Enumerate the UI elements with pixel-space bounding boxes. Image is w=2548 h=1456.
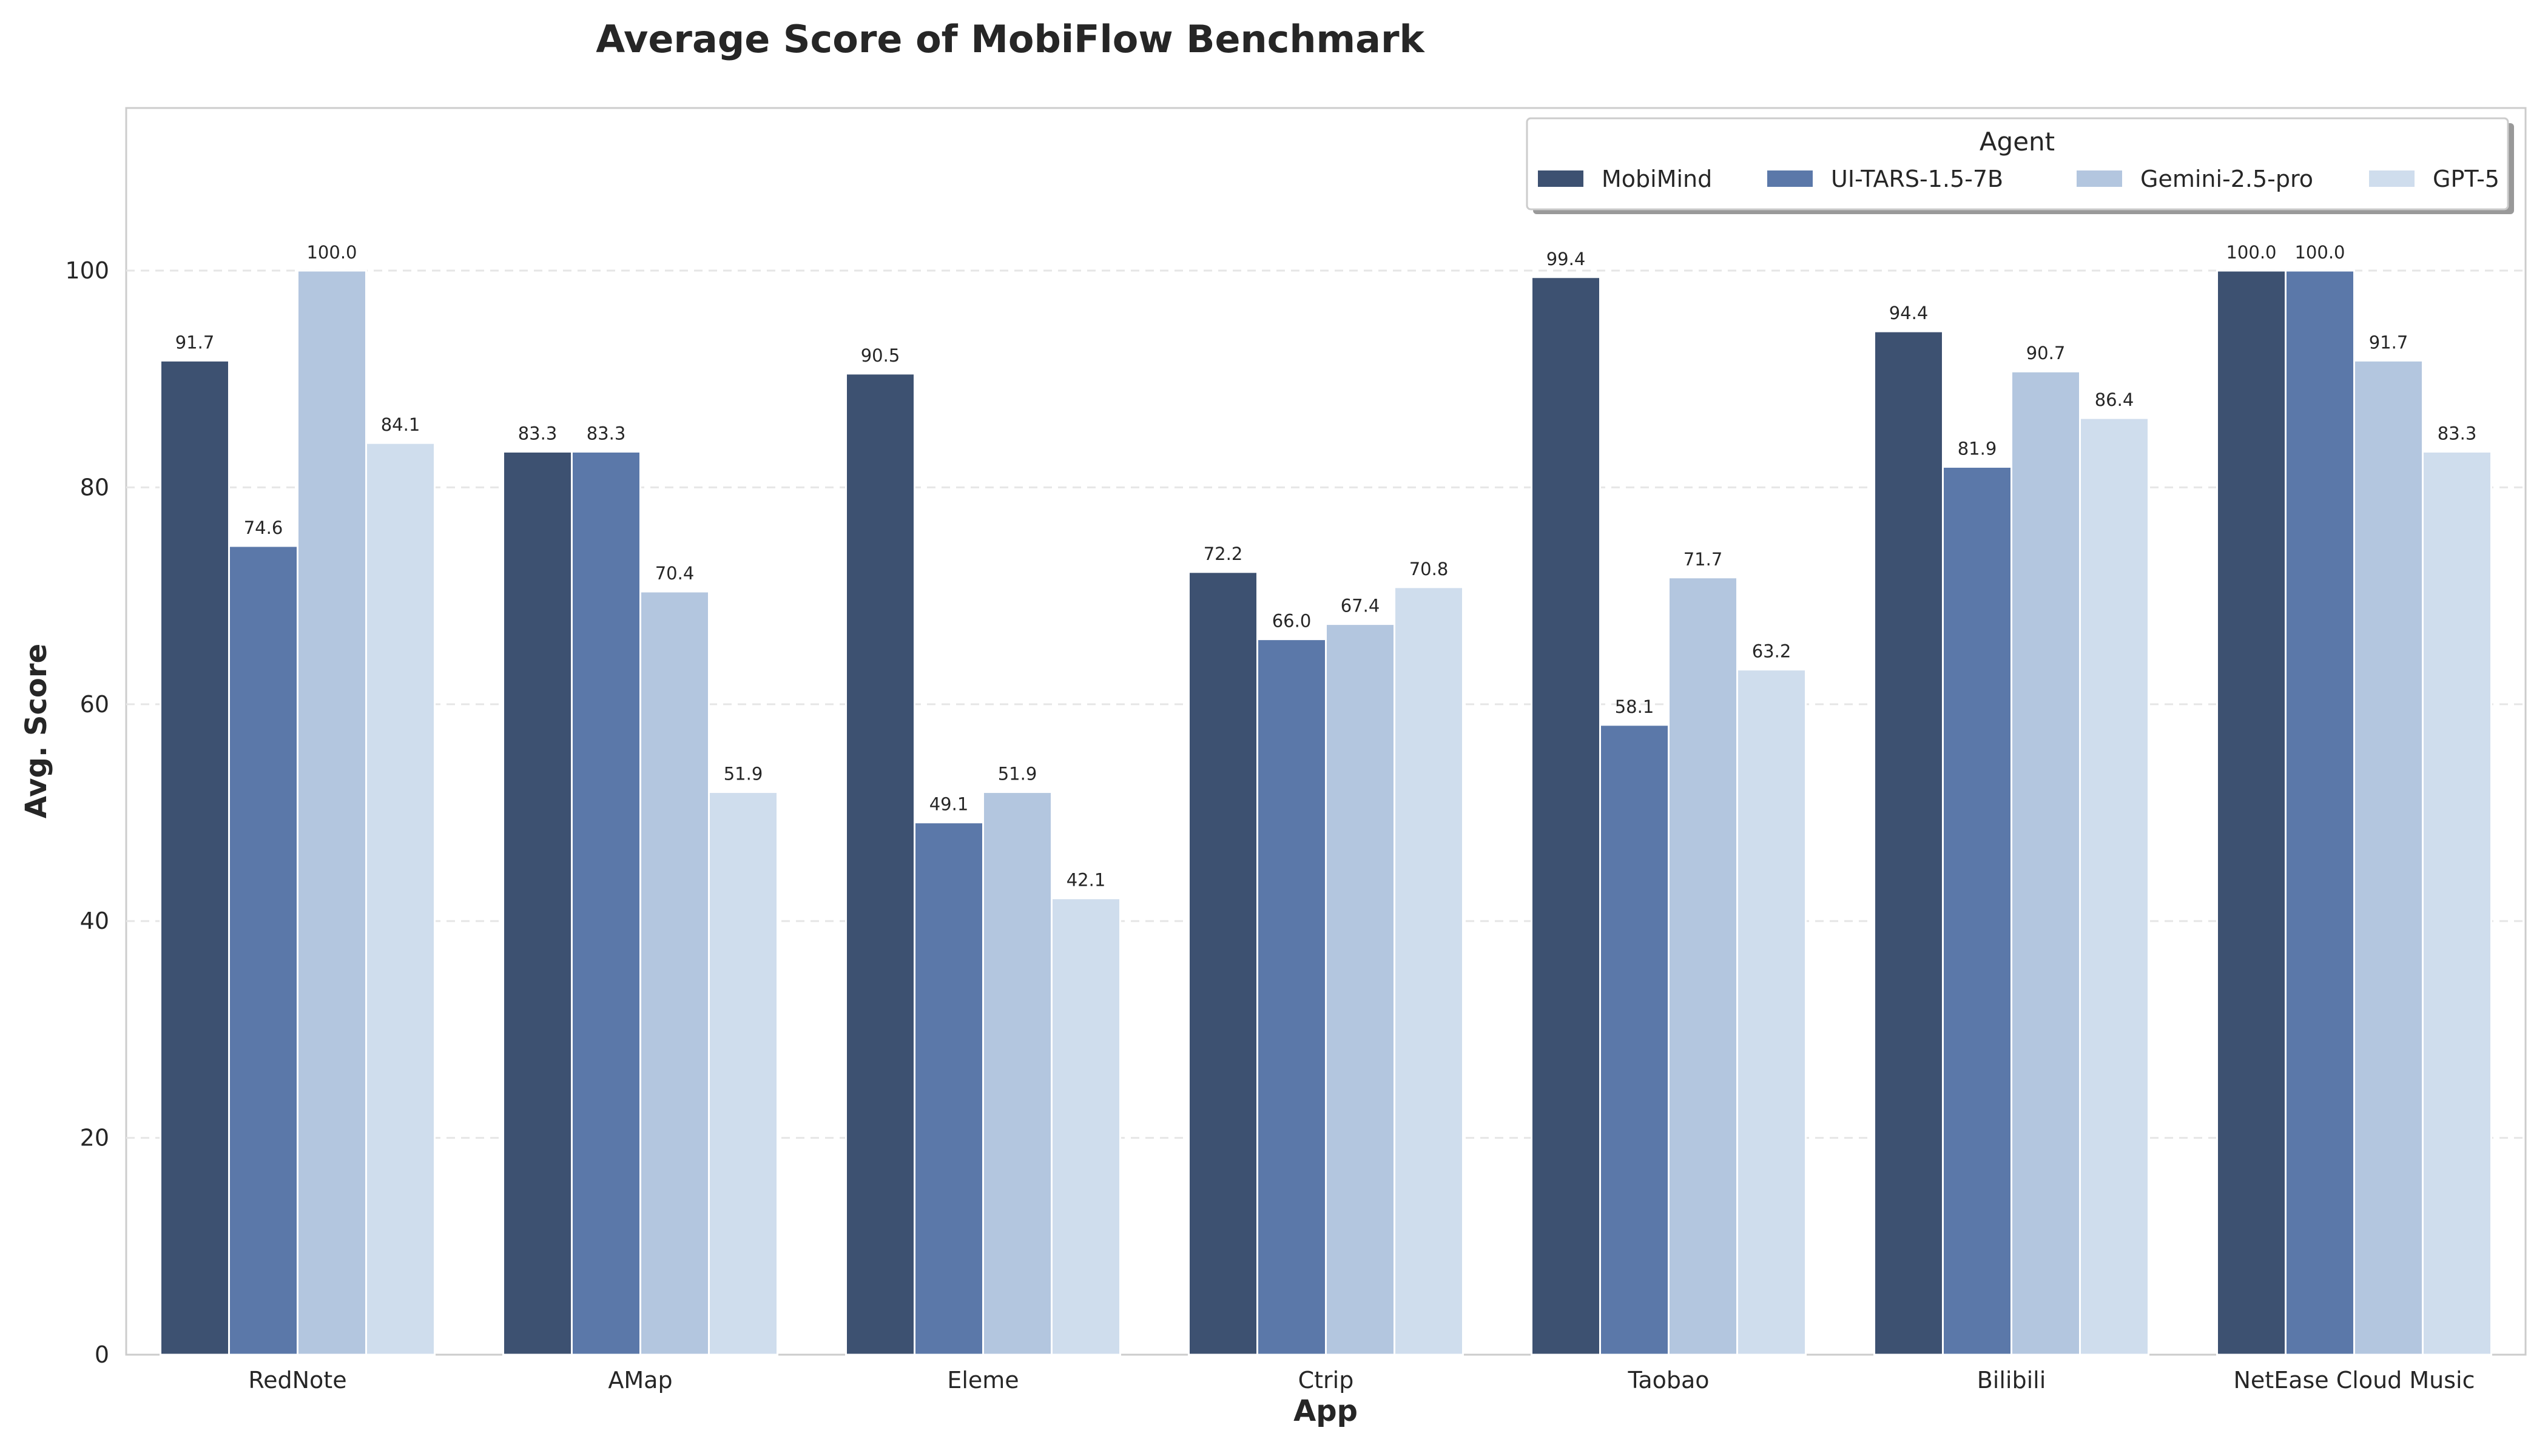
legend: Agent MobiMind UI-TARS-1.5-7B Gemini-2.5-p… xyxy=(1526,117,2514,214)
data-label: 100.0 xyxy=(306,242,357,263)
data-label: 70.4 xyxy=(655,563,695,584)
bar-eleme-mobimind xyxy=(845,372,915,1356)
bar-netease-cloud-music-gpt-5 xyxy=(2422,450,2492,1356)
legend-item-label: GPT-5 xyxy=(2433,166,2499,192)
x-tick-label: NetEase Cloud Music xyxy=(2234,1367,2475,1394)
legend-item-label: Gemini-2.5-pro xyxy=(2140,166,2313,192)
x-tick-label: Ctrip xyxy=(1298,1367,1354,1394)
legend-item-label: UI-TARS-1.5-7B xyxy=(1831,166,2003,192)
y-axis-label: Avg. Score xyxy=(19,644,53,818)
data-label: 91.7 xyxy=(2369,332,2408,352)
data-label: 58.1 xyxy=(1615,696,1654,717)
x-tick-label: RedNote xyxy=(248,1367,346,1394)
data-labels: 91.7 74.6 100.0 84.1 83.3 83.3 70.4 51.9 90.5 49.… xyxy=(175,242,2477,891)
data-label: 83.3 xyxy=(587,423,626,443)
data-label: 100.0 xyxy=(2226,242,2276,263)
data-label: 63.2 xyxy=(1752,641,1791,662)
x-tick-label: AMap xyxy=(608,1367,672,1394)
data-label: 90.7 xyxy=(2026,343,2066,363)
y-axis-ticks: 0 20 40 60 80 100 xyxy=(65,257,109,1368)
data-label: 83.3 xyxy=(518,423,558,443)
data-label: 72.2 xyxy=(1204,544,1243,564)
data-label: 74.6 xyxy=(244,517,283,538)
data-label: 81.9 xyxy=(1958,438,1997,459)
data-label: 84.1 xyxy=(381,414,420,435)
bar-eleme-gemini-2-5-pro xyxy=(982,791,1053,1356)
bar-ctrip-gemini-2-5-pro xyxy=(1325,623,1395,1356)
data-label: 86.4 xyxy=(2095,389,2134,410)
data-label: 51.9 xyxy=(724,764,763,784)
bar-amap-gemini-2-5-pro xyxy=(639,590,710,1356)
y-tick-label-0: 0 xyxy=(95,1341,109,1368)
data-label: 94.4 xyxy=(1889,303,1929,323)
bar-bilibili-mobimind xyxy=(1873,330,1944,1356)
data-label: 91.7 xyxy=(175,332,215,352)
data-label: 100.0 xyxy=(2294,242,2345,263)
bar-netease-cloud-music-ui-tars-1-5-7b xyxy=(2285,269,2355,1356)
bar-amap-gpt-5 xyxy=(708,791,778,1356)
bar-taobao-gpt-5 xyxy=(1736,669,1807,1356)
data-label: 83.3 xyxy=(2438,423,2477,443)
data-label: 66.0 xyxy=(1272,611,1312,632)
bar-amap-mobimind xyxy=(502,450,573,1356)
data-label: 99.4 xyxy=(1546,249,1586,269)
y-tick-label-80: 80 xyxy=(80,474,109,500)
bar-taobao-gemini-2-5-pro xyxy=(1668,576,1738,1356)
bar-ctrip-ui-tars-1-5-7b xyxy=(1256,638,1327,1356)
bar-ctrip-mobimind xyxy=(1188,571,1258,1356)
y-tick-label-100: 100 xyxy=(65,257,109,284)
y-tick-label-60: 60 xyxy=(80,691,109,718)
legend-swatch xyxy=(2077,170,2122,187)
data-label: 71.7 xyxy=(1684,549,1723,570)
legend-title: Agent xyxy=(1980,127,2055,157)
legend-item-label: MobiMind xyxy=(1602,166,1712,192)
legend-swatch xyxy=(1767,170,1813,187)
legend-swatch xyxy=(2369,170,2415,187)
data-label: 67.4 xyxy=(1341,596,1380,616)
data-label: 51.9 xyxy=(998,764,1037,784)
bars xyxy=(160,269,2492,1356)
y-tick-label-20: 20 xyxy=(80,1125,109,1151)
bar-rednote-mobimind xyxy=(160,359,230,1356)
bar-taobao-ui-tars-1-5-7b xyxy=(1599,724,1670,1356)
bar-bilibili-gemini-2-5-pro xyxy=(2010,370,2081,1356)
bar-bilibili-ui-tars-1-5-7b xyxy=(1942,465,2012,1356)
data-label: 49.1 xyxy=(929,794,969,815)
bar-eleme-gpt-5 xyxy=(1051,897,1121,1356)
bar-rednote-gpt-5 xyxy=(365,442,436,1356)
chart-title: Average Score of MobiFlow Benchmark xyxy=(596,17,1425,61)
data-label: 70.8 xyxy=(1409,559,1449,579)
legend-items: MobiMind UI-TARS-1.5-7B Gemini-2.5-pro GPT-… xyxy=(1538,166,2499,192)
bar-netease-cloud-music-mobimind xyxy=(2216,269,2287,1356)
bar-amap-ui-tars-1-5-7b xyxy=(571,450,641,1356)
data-label: 42.1 xyxy=(1067,870,1106,891)
legend-swatch xyxy=(1538,170,1583,187)
bar-netease-cloud-music-gemini-2-5-pro xyxy=(2353,359,2424,1356)
bar-eleme-ui-tars-1-5-7b xyxy=(914,821,984,1356)
y-tick-label-40: 40 xyxy=(80,908,109,934)
x-axis-label: App xyxy=(1293,1394,1358,1428)
bar-ctrip-gpt-5 xyxy=(1394,586,1464,1356)
x-tick-label: Bilibili xyxy=(1977,1367,2046,1394)
bar-taobao-mobimind xyxy=(1531,276,1601,1356)
data-label: 90.5 xyxy=(861,345,900,366)
bar-rednote-ui-tars-1-5-7b xyxy=(228,545,298,1356)
x-axis-ticks: RedNote AMap Eleme Ctrip Taobao Bilibili NetEa… xyxy=(248,1367,2475,1394)
bar-rednote-gemini-2-5-pro xyxy=(297,269,367,1356)
x-tick-label: Eleme xyxy=(947,1367,1019,1394)
bar-bilibili-gpt-5 xyxy=(2079,417,2149,1356)
x-tick-label: Taobao xyxy=(1627,1367,1709,1394)
